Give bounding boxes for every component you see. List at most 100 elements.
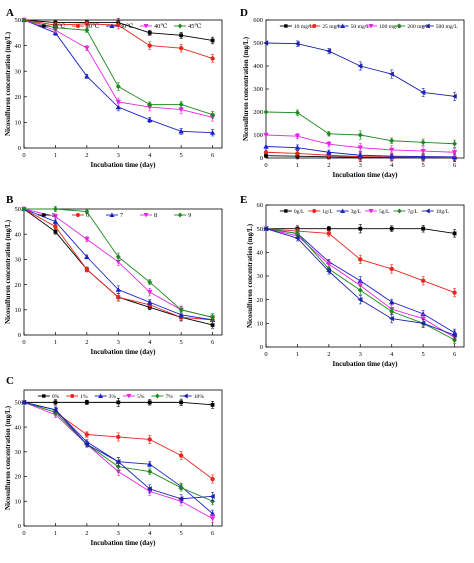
data-point [264, 153, 268, 158]
data-point [451, 93, 457, 100]
data-point [210, 38, 215, 43]
data-point [178, 453, 184, 458]
data-point [147, 290, 153, 295]
x-tick-label: 0 [22, 152, 25, 159]
data-point [389, 315, 394, 322]
x-axis-label: Incubation time (day) [91, 348, 157, 356]
x-tick-label: 3 [359, 162, 362, 169]
data-point [52, 214, 59, 220]
data-point [210, 498, 216, 504]
data-point [357, 63, 363, 69]
y-tick-label: 40 [15, 231, 22, 238]
data-point [452, 290, 457, 295]
x-axis-label: Incubation time (day) [333, 360, 399, 368]
data-point [420, 311, 426, 317]
x-tick-label: 3 [117, 530, 120, 537]
series-100-mg-l [263, 132, 458, 157]
data-point [52, 218, 59, 224]
x-tick-label: 2 [85, 530, 88, 537]
data-point [326, 142, 332, 147]
data-point [115, 254, 121, 260]
x-tick-label: 1 [54, 152, 57, 159]
series-9 [21, 206, 216, 321]
legend-label: 200 mg/L [407, 24, 429, 30]
x-tick-label: 6 [453, 162, 457, 169]
data-point [84, 432, 90, 437]
legend-marker [340, 23, 346, 28]
data-point [210, 323, 215, 327]
data-point [210, 112, 216, 118]
y-tick-label: 0 [260, 155, 263, 162]
x-tick-label: 3 [117, 339, 120, 346]
x-tick-label: 6 [211, 152, 215, 159]
series-500-mg-l [263, 40, 457, 101]
x-tick-label: 6 [453, 351, 457, 358]
y-tick-label: 0 [18, 145, 21, 152]
data-point [420, 153, 426, 159]
data-point [357, 145, 363, 151]
data-point [326, 149, 332, 155]
x-tick-label: 6 [211, 530, 215, 537]
x-tick-label: 5 [422, 351, 425, 358]
legend-marker [177, 23, 183, 29]
data-point [84, 237, 90, 242]
legend-label: 7 [120, 212, 123, 219]
legend-label: 30℃ [120, 23, 133, 30]
data-point [294, 144, 301, 150]
data-point [178, 45, 184, 51]
data-point [53, 224, 58, 229]
legend-label: 3% [109, 394, 117, 400]
series-10g-l [263, 225, 457, 340]
legend-marker [109, 212, 115, 217]
panel-letter-c: C [6, 375, 14, 387]
data-point [209, 516, 216, 522]
data-point [179, 33, 184, 38]
data-point [178, 307, 184, 313]
y-tick-label: 30 [257, 273, 264, 280]
data-point [115, 286, 121, 292]
data-point [326, 231, 332, 236]
data-point [294, 235, 300, 241]
x-axis-label: Incubation time (day) [333, 171, 399, 179]
data-point [389, 226, 394, 231]
legend-marker [143, 24, 149, 29]
legend-marker [70, 394, 75, 398]
panel-letter-a: A [6, 7, 14, 19]
y-tick-label: 10 [15, 498, 22, 505]
data-point [84, 46, 90, 51]
data-point [263, 225, 269, 232]
series-50-mg-l [263, 143, 458, 161]
y-tick-label: 40 [15, 424, 22, 431]
data-point [452, 141, 458, 147]
legend-label: 0% [52, 394, 60, 400]
data-point [84, 208, 90, 215]
legend-label: 10g/L [436, 209, 450, 215]
data-point [209, 129, 216, 135]
data-point [115, 99, 121, 105]
y-tick-label: 20 [15, 94, 22, 101]
data-point [451, 332, 457, 338]
legend-marker [75, 213, 80, 217]
x-tick-label: 0 [264, 351, 267, 358]
legend-marker [109, 23, 115, 28]
legend-label: 10 mg/L [294, 24, 314, 30]
data-point [210, 402, 215, 407]
x-tick-label: 2 [327, 351, 330, 358]
y-tick-label: 50 [257, 226, 264, 233]
y-axis-label: Nicosulfuron concentration (mg/L) [4, 31, 12, 136]
legend-marker [397, 23, 402, 29]
legend-marker [397, 208, 402, 214]
x-axis-label: Incubation time (day) [91, 539, 157, 547]
data-point [294, 133, 301, 139]
data-point [115, 463, 121, 470]
legend-label: 1% [80, 394, 88, 400]
y-tick-label: 20 [15, 474, 22, 481]
y-axis-label: Nicosulfuron concentration (mg/L) [4, 405, 12, 510]
data-point [451, 150, 458, 155]
data-point [115, 459, 121, 465]
data-point [263, 109, 269, 115]
data-point [326, 226, 331, 231]
x-tick-label: 0 [22, 530, 25, 537]
